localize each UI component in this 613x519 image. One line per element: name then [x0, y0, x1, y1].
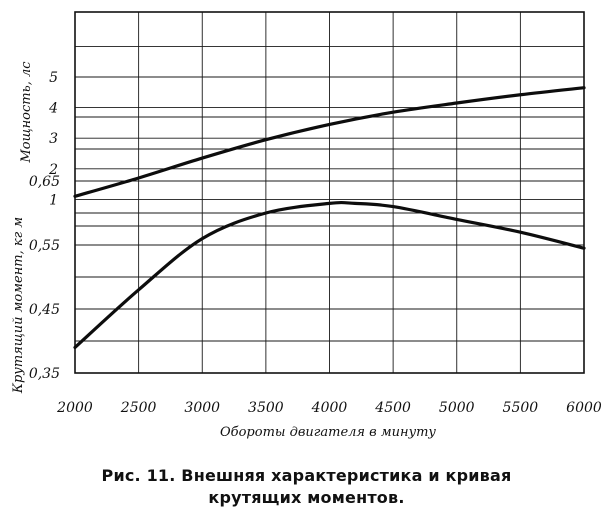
x-tick-label: 6000: [566, 400, 602, 416]
figure-caption-line-2: крутящих моментов.: [208, 488, 405, 507]
power-curve: [73, 86, 586, 198]
power-y-tick-label: 5: [49, 70, 58, 86]
x-tick-label: 4000: [311, 400, 348, 416]
x-tick-label: 2500: [120, 400, 157, 416]
figure-caption-line-1: Рис. 11. Внешняя характеристика и кривая: [101, 466, 512, 485]
torque-y-tick-label: 0,45: [29, 302, 60, 318]
torque-y-tick-label: 0,35: [29, 366, 60, 382]
x-axis-label: Обороты двигателя в минуту: [220, 425, 436, 440]
x-tick-label: 5000: [439, 400, 475, 416]
x-tick-label: 5500: [503, 400, 539, 416]
torque-y-tick-label: 0,55: [29, 238, 60, 254]
power-y-axis-label: Мощность, лс: [19, 61, 34, 164]
torque-curve: [73, 200, 586, 349]
torque-y-tick-label: 0,65: [29, 174, 60, 190]
x-tick-label: 3500: [248, 400, 284, 416]
power-y-tick-label: 1: [49, 192, 58, 208]
torque-y-axis-label: Крутящий момент, кг м: [11, 217, 26, 394]
x-tick-label: 4500: [374, 400, 411, 416]
power-y-tick-label: 2: [48, 162, 58, 178]
power-y-tick-label: 3: [49, 131, 58, 147]
x-tick-label: 2000: [56, 400, 93, 416]
power-y-tick-label: 4: [48, 101, 58, 117]
x-tick-label: 3000: [184, 400, 220, 416]
plot-frame: [74, 11, 585, 374]
